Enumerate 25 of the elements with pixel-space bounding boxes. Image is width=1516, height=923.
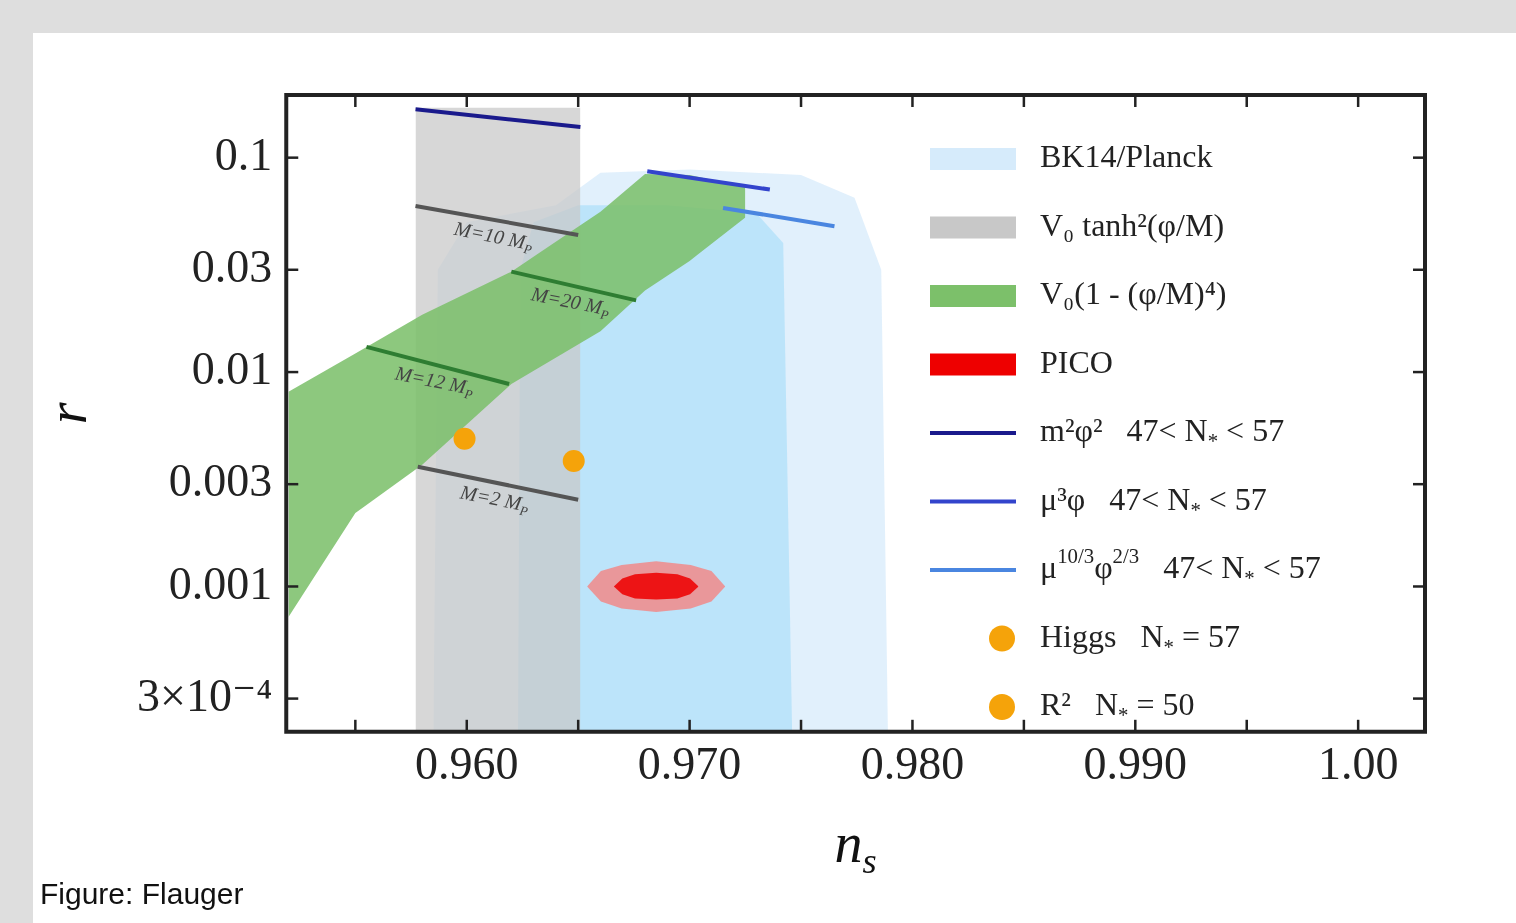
y-tick-label: 0.03 — [191, 240, 273, 292]
x-tick-label: 0.990 — [1083, 738, 1188, 790]
legend-label: Higgs N* = 57 — [1040, 617, 1241, 658]
y-tick-label: 0.1 — [214, 128, 273, 180]
legend-label: BK14/Planck — [1040, 138, 1213, 175]
y-tick-label: 3×10⁻⁴ — [136, 669, 273, 721]
x-tick-label: 0.970 — [637, 738, 742, 790]
y-axis-title: r — [35, 402, 98, 425]
legend-label: μ³φ 47< N* < 57 — [1040, 480, 1267, 521]
legend-label: m²φ² 47< N* < 57 — [1040, 412, 1285, 453]
legend-label: V₀(1 - (φ/M)⁴) — [1040, 275, 1227, 312]
legend-label: V₀ tanh²(φ/M) — [1040, 206, 1225, 243]
y-tick-label: 0.003 — [168, 455, 273, 507]
x-tick-label: 1.00 — [1317, 738, 1399, 790]
y-tick-label: 0.01 — [191, 343, 273, 395]
x-tick-label: 0.980 — [860, 738, 965, 790]
legend-label: PICO — [1040, 343, 1113, 380]
annotation: M=20 MP — [528, 282, 611, 323]
x-tick-label: 0.960 — [415, 738, 519, 790]
y-tick-label: 0.001 — [168, 557, 273, 609]
annotation: M=2 MP — [457, 480, 530, 520]
legend-label: R² N* = 50 — [1040, 686, 1195, 727]
text: Figure: Flauger — [40, 877, 244, 911]
annotation: M=12 MP — [392, 361, 475, 403]
annotation: M=10 MP — [451, 216, 534, 258]
